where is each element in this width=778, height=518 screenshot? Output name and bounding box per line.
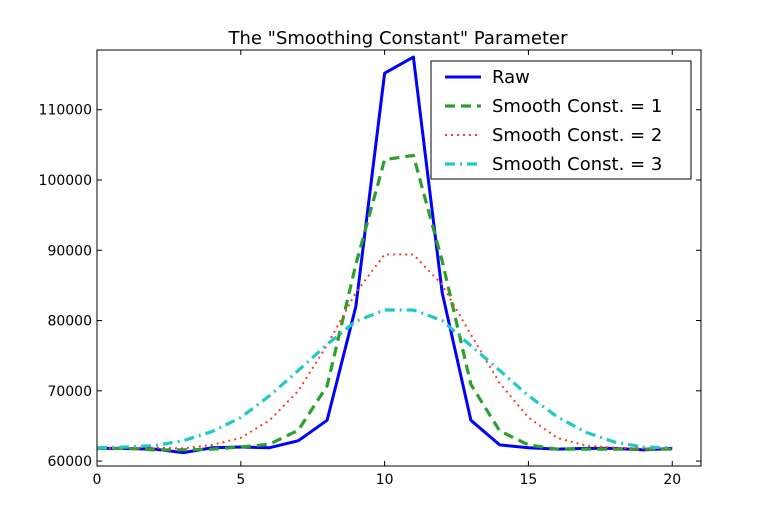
legend: Raw Smooth Const. = 1 Smooth Const. = 2 Smo… — [430, 60, 692, 180]
legend-label-1: Raw — [492, 67, 530, 88]
x-tick-label: 10 — [376, 472, 394, 488]
legend-label-3: Smooth Const. = 2 — [492, 125, 662, 146]
ticks-layer: 0 5 10 15 20 60000 70000 80000 90000 100000 110000 — [39, 50, 701, 488]
y-tick-label: 80000 — [47, 314, 92, 330]
chart-title: The "Smoothing Constant" Parameter — [227, 28, 568, 49]
legend-label-4: Smooth Const. = 3 — [492, 154, 662, 175]
y-tick-label: 70000 — [47, 384, 92, 400]
series-line-2 — [97, 153, 673, 452]
y-tick-label: 110000 — [39, 103, 92, 119]
x-tick-label: 5 — [236, 472, 245, 488]
series-layer — [96, 55, 673, 455]
x-tick-label: 0 — [93, 472, 102, 488]
series-line-1 — [97, 55, 673, 455]
x-tick-label: 15 — [520, 472, 538, 488]
y-tick-label: 60000 — [47, 454, 92, 470]
series-line-3 — [96, 253, 673, 450]
x-tick-label: 20 — [663, 472, 681, 488]
series-line-4 — [96, 308, 673, 450]
y-tick-label: 90000 — [47, 243, 92, 259]
plot-frame — [96, 49, 702, 467]
legend-box — [430, 60, 692, 180]
legend-label-2: Smooth Const. = 1 — [492, 96, 662, 117]
y-tick-label: 100000 — [39, 173, 92, 189]
